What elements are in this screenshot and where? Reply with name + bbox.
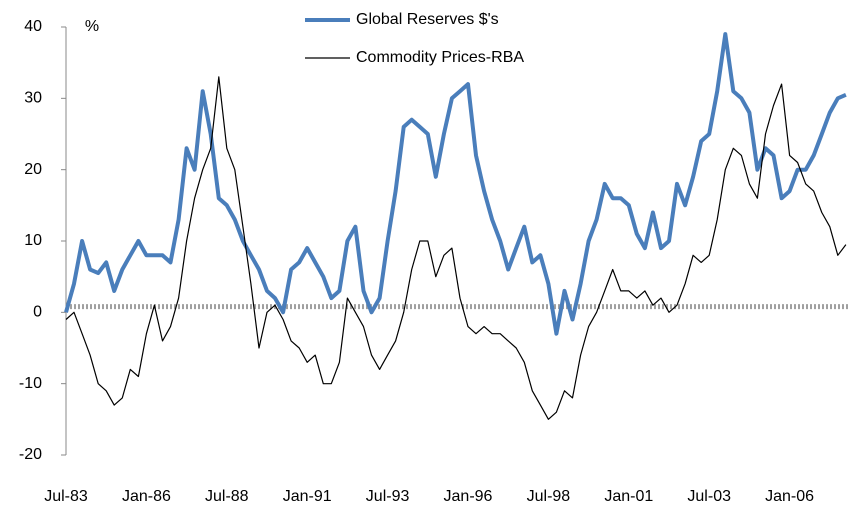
y-tick-label: -20 — [19, 446, 42, 463]
y-axis-label: % — [85, 18, 99, 35]
legend-label: Global Reserves $'s — [356, 11, 499, 28]
x-tick-label: Jul-03 — [687, 488, 731, 505]
y-tick-label: -10 — [19, 375, 42, 392]
y-tick-label: 10 — [24, 232, 42, 249]
x-tick-label: Jul-88 — [205, 488, 249, 505]
y-tick-label: 40 — [24, 18, 42, 35]
x-tick-label: Jan-96 — [444, 488, 493, 505]
series-line — [64, 32, 847, 336]
x-tick-label: Jul-93 — [366, 488, 410, 505]
y-tick-label: 20 — [24, 161, 42, 178]
x-tick-label: Jan-86 — [122, 488, 171, 505]
x-tick-label: Jul-83 — [44, 488, 88, 505]
x-tick-label: Jan-01 — [604, 488, 653, 505]
y-tick-label: 30 — [24, 90, 42, 107]
y-tick-label: 0 — [33, 304, 42, 321]
x-tick-label: Jan-06 — [765, 488, 814, 505]
legend-label: Commodity Prices-RBA — [356, 49, 524, 66]
x-tick-label: Jan-91 — [283, 488, 332, 505]
x-tick-label: Jul-98 — [527, 488, 571, 505]
series-line — [65, 76, 847, 420]
